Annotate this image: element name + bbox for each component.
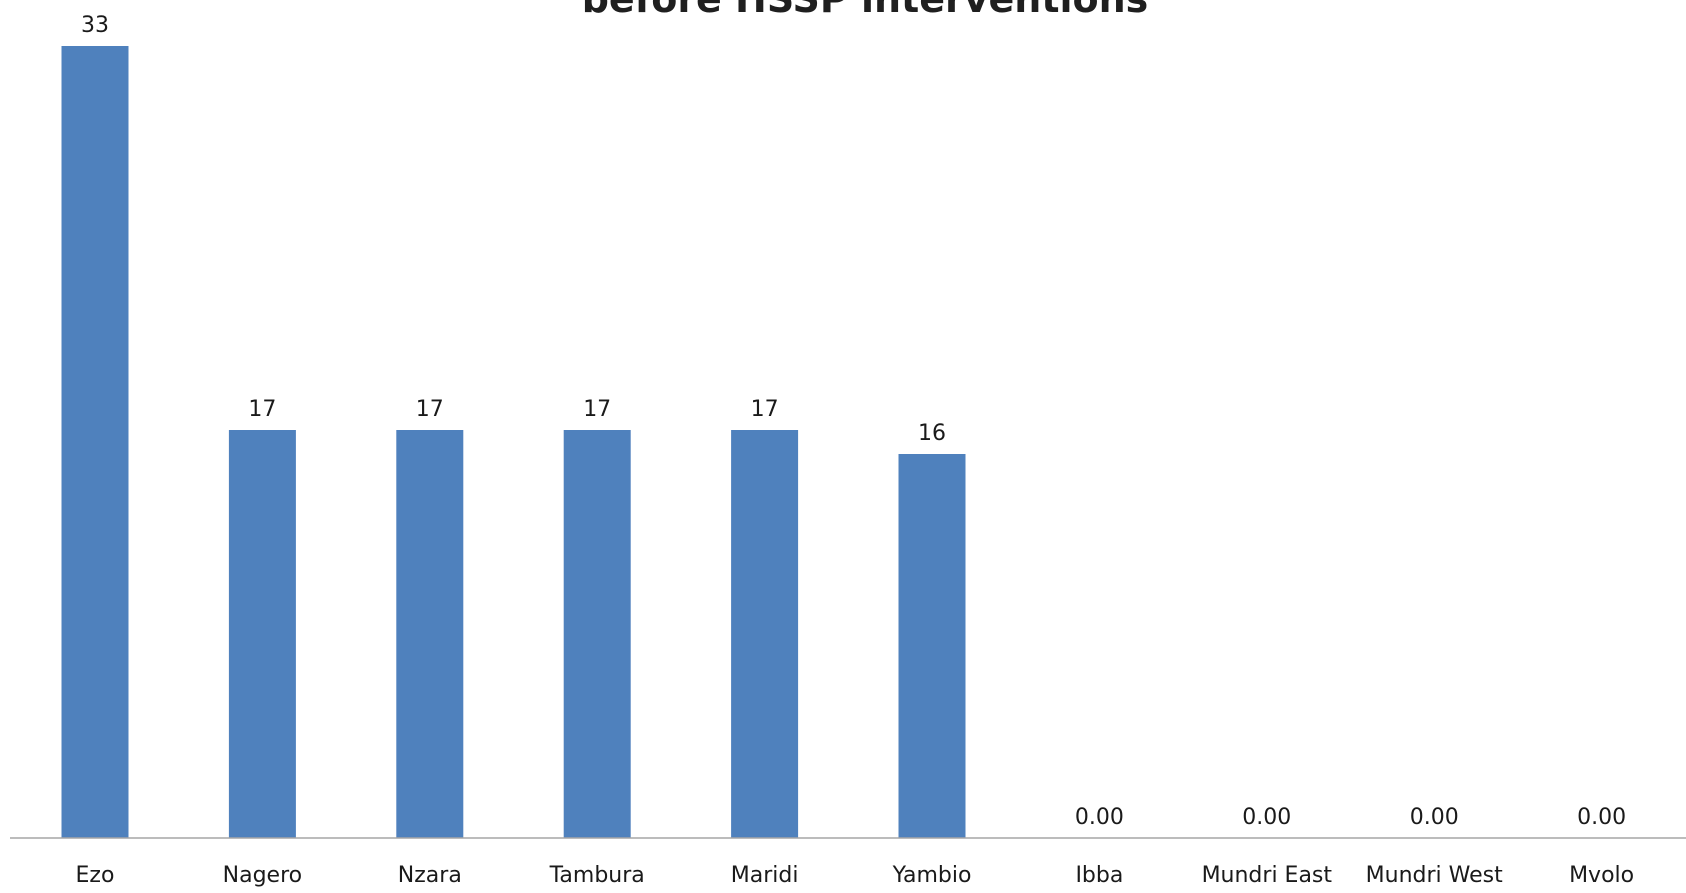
- x-tick-label-mundri-east: Mundri East: [1202, 863, 1333, 888]
- data-label-mundri-west: 0.00: [1410, 805, 1459, 830]
- bar-nzara: [396, 430, 464, 838]
- x-tick-label-yambio: Yambio: [892, 863, 972, 888]
- data-label-ibba: 0.00: [1075, 805, 1124, 830]
- x-tick-label-mundri-west: Mundri West: [1366, 863, 1503, 888]
- data-label-nzara: 17: [416, 397, 444, 422]
- x-tick-label-nagero: Nagero: [223, 863, 302, 888]
- bar-ezo: [61, 46, 129, 838]
- bars-layer: [61, 46, 966, 838]
- data-label-ezo: 33: [81, 13, 109, 38]
- x-tick-label-ezo: Ezo: [76, 863, 115, 888]
- x-tick-label-tambura: Tambura: [549, 863, 645, 888]
- chart-title: before HSSP interventions: [582, 0, 1149, 21]
- data-label-tambura: 17: [583, 397, 611, 422]
- x-tick-labels-layer: Ezo Nagero Nzara Tambura Maridi Yambio Ibba Mun…: [76, 863, 1635, 888]
- data-label-maridi: 17: [751, 397, 779, 422]
- bar-maridi: [731, 430, 799, 838]
- bar-nagero: [228, 430, 296, 838]
- x-tick-label-nzara: Nzara: [398, 863, 462, 888]
- x-tick-label-maridi: Maridi: [731, 863, 799, 888]
- bar-yambio: [898, 454, 966, 838]
- data-label-mundri-east: 0.00: [1242, 805, 1291, 830]
- data-label-mvolo: 0.00: [1577, 805, 1626, 830]
- data-labels-layer: 33 17 17 17 17 16 0.00 0.00 0.00 0.00: [81, 13, 1626, 830]
- bar-tambura: [563, 430, 631, 838]
- x-tick-label-mvolo: Mvolo: [1569, 863, 1634, 888]
- x-tick-label-ibba: Ibba: [1075, 863, 1123, 888]
- data-label-yambio: 16: [918, 421, 946, 446]
- data-label-nagero: 17: [248, 397, 276, 422]
